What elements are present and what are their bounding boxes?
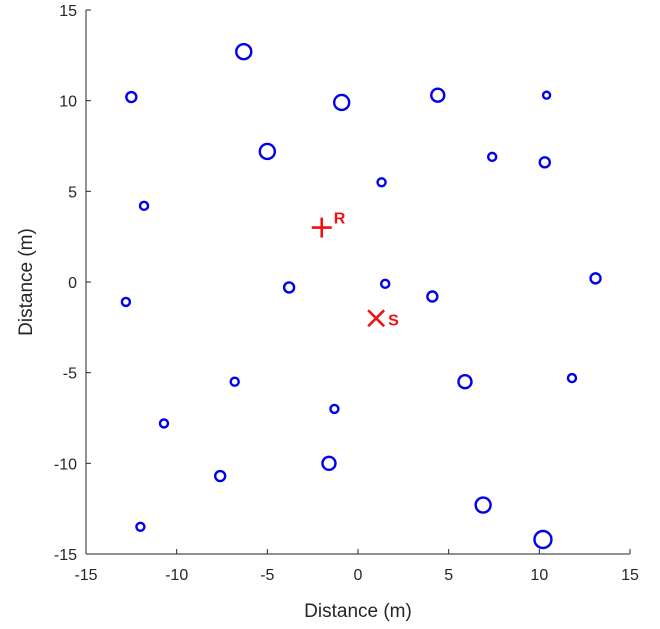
data-point: [229, 376, 240, 387]
x-axis-ticks: -15 -10 -5 0 5 10 15: [74, 549, 639, 584]
data-point: [457, 374, 473, 390]
data-point: [213, 469, 227, 483]
data-point: [533, 529, 553, 550]
special-markers: RS: [311, 211, 399, 329]
data-point: [125, 90, 138, 104]
x-tick-label: 15: [621, 567, 639, 584]
data-point: [486, 151, 498, 163]
y-tick-label: -5: [63, 366, 77, 383]
x-tick-label: 10: [530, 567, 548, 584]
data-point: [282, 281, 296, 294]
y-tick-label: 10: [59, 94, 77, 111]
y-tick-label: -15: [54, 547, 77, 564]
data-point: [589, 272, 602, 285]
y-axis-label: Distance (m): [16, 228, 37, 336]
data-point: [329, 403, 340, 415]
y-tick-label: 5: [68, 184, 77, 201]
data-point: [566, 372, 578, 384]
x-tick-label: 0: [354, 567, 363, 584]
data-point: [376, 177, 387, 188]
marker-label: R: [334, 211, 346, 228]
marker-r: R: [311, 211, 346, 238]
data-point: [430, 87, 446, 103]
marker-s: S: [367, 309, 399, 329]
data-points: [120, 43, 602, 550]
y-tick-label: -10: [54, 456, 77, 473]
data-point: [258, 142, 277, 161]
marker-line: [367, 309, 386, 328]
x-axis-label: Distance (m): [304, 601, 412, 622]
data-point: [474, 496, 492, 514]
x-tick-label: 5: [444, 567, 453, 584]
data-point: [538, 156, 551, 169]
y-axis-ticks: -15 -10 -5 0 5 10 15: [54, 3, 91, 564]
x-tick-label: -5: [260, 567, 274, 584]
data-point: [120, 296, 132, 308]
data-point: [380, 278, 391, 290]
x-tick-label: -15: [74, 567, 97, 584]
data-point: [158, 418, 170, 429]
data-point: [235, 43, 253, 61]
data-point: [135, 521, 146, 532]
x-tick-label: -10: [165, 567, 188, 584]
y-tick-label: 15: [59, 3, 77, 20]
data-point: [332, 93, 351, 112]
y-tick-label: 0: [68, 275, 77, 292]
data-point: [426, 290, 439, 303]
data-point: [321, 455, 337, 472]
marker-label: S: [388, 312, 399, 329]
data-point: [541, 90, 552, 100]
data-point: [138, 200, 150, 212]
